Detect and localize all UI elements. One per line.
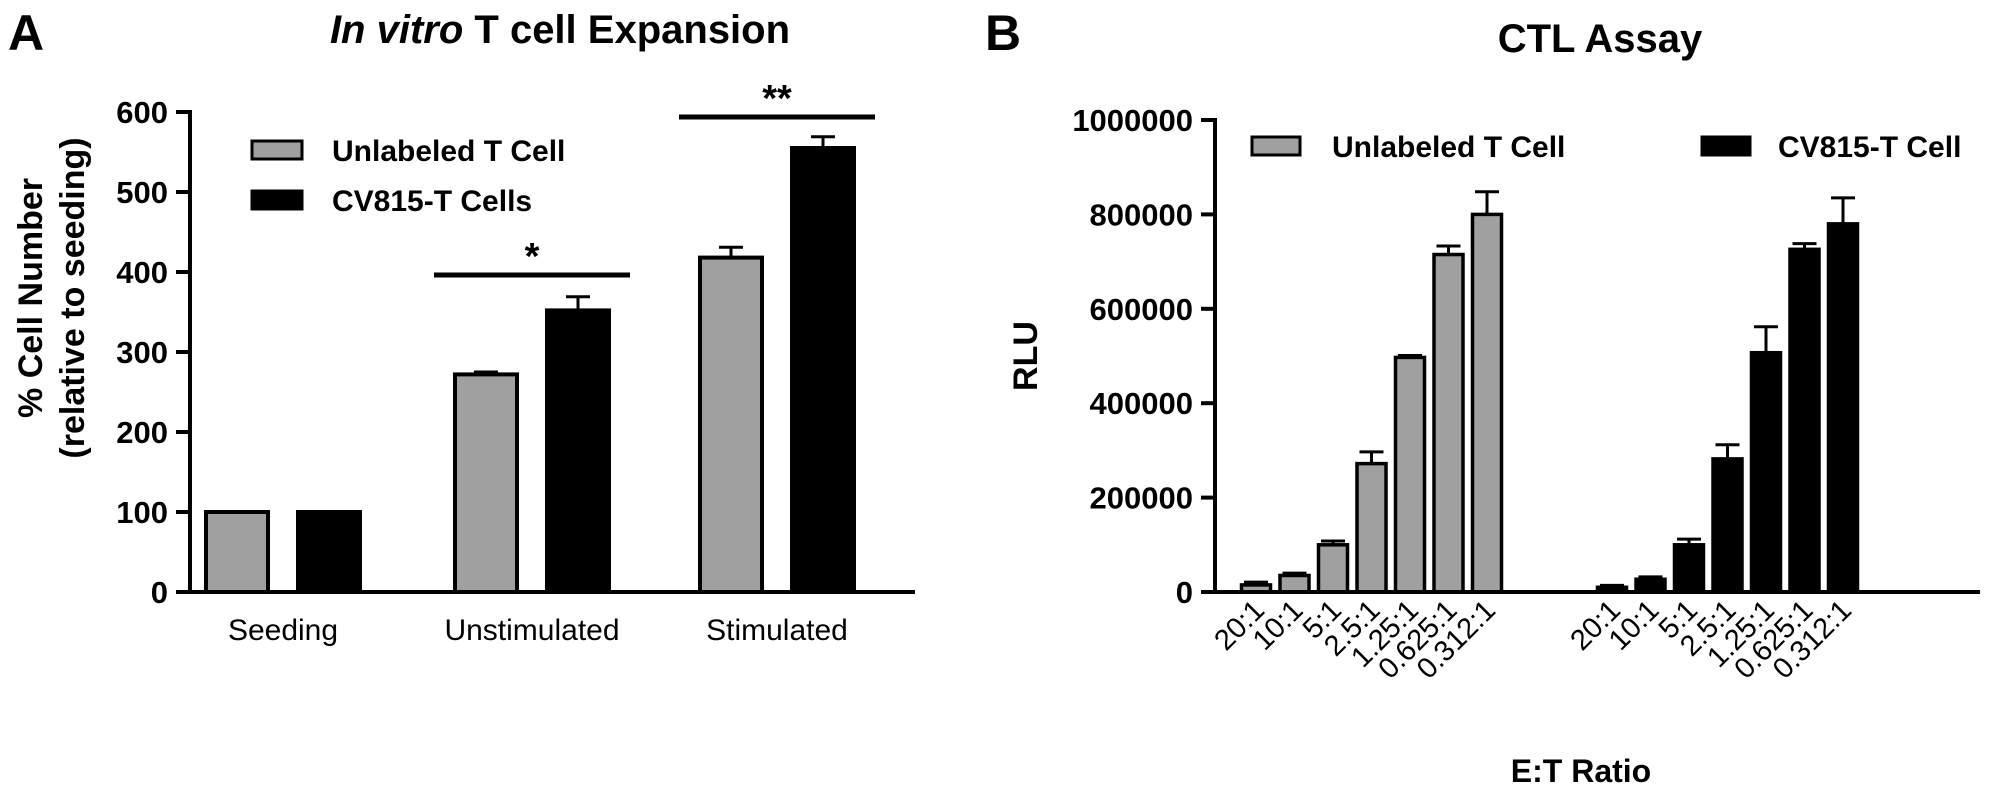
chart-b-xlabel: E:T Ratio — [1511, 753, 1651, 789]
chart-a-ylabel-1: % Cell Number — [12, 178, 50, 418]
chart-b-bar-0-5 — [1432, 252, 1465, 594]
chart-b-legend: Unlabeled T Cell CV815-T Cell — [1250, 131, 1961, 164]
chart-a-ytick-label-1: 100 — [116, 495, 168, 530]
chart-a-bar-1-2 — [790, 146, 856, 594]
chart-b-error-bars — [1244, 190, 1855, 588]
chart-b-ytick-label-2: 400000 — [1090, 386, 1193, 421]
chart-b-bar-0-4 — [1393, 355, 1427, 594]
chart-a-legend: Unlabeled T Cell CV815-T Cells — [250, 135, 565, 218]
chart-a-title-italic: In vitro — [330, 8, 463, 52]
chart-a-bars — [204, 146, 856, 594]
chart-b-xaxis-labels: 20:110:15:12.5:11.25:10.625:10.312:1 20:1… — [1208, 594, 1858, 685]
chart-b-bar-0-6 — [1470, 212, 1504, 594]
chart-a-bar-0-1 — [453, 372, 519, 594]
chart-b-title: CTL Assay — [1498, 17, 1703, 61]
chart-b-bar-1-4 — [1749, 350, 1783, 594]
chart-b-ylabel: RLU — [1007, 321, 1045, 391]
panel-letter-b: B — [985, 5, 1021, 61]
chart-b-bar-1-3 — [1711, 457, 1744, 594]
chart-b-bar-1-2 — [1672, 543, 1706, 594]
chart-a-title: In vitro T cell Expansion — [330, 8, 790, 52]
chart-a-xtick-label-2: Stimulated — [706, 614, 848, 647]
chart-b-bars — [1239, 212, 1860, 594]
chart-b-ytick-label-1: 200000 — [1090, 481, 1193, 516]
chart-a-legend-label-1: CV815-T Cells — [332, 185, 532, 218]
chart-b-legend-swatch-1 — [1700, 135, 1752, 157]
chart-a-error-bars — [474, 135, 835, 375]
chart-a-sig-label-1: ** — [762, 78, 792, 120]
chart-b-legend-label-1: CV815-T Cell — [1778, 131, 1961, 164]
chart-a-bar-0-0 — [204, 510, 270, 594]
chart-a-xtick-label-1: Unstimulated — [444, 614, 619, 647]
chart-b-bar-0-3 — [1355, 461, 1388, 594]
chart-b-ytick-label-4: 800000 — [1090, 197, 1193, 232]
chart-a-xtick-label-0: Seeding — [228, 614, 338, 647]
chart-a: In vitro T cell Expansion % Cell Number … — [12, 8, 915, 647]
chart-b-bar-0-1 — [1278, 573, 1311, 594]
chart-a-sig-label-0: * — [525, 236, 540, 278]
chart-b-legend-swatch-0 — [1250, 135, 1302, 157]
chart-a-bar-1-1 — [545, 308, 611, 594]
chart-b-ytick-label-5: 1000000 — [1072, 103, 1193, 138]
chart-b-legend-label-0: Unlabeled T Cell — [1332, 131, 1565, 164]
chart-a-ytick-label-5: 500 — [116, 175, 168, 210]
chart-a-ytick-label-4: 400 — [116, 255, 168, 290]
chart-b-bar-1-5 — [1788, 247, 1821, 594]
chart-b-bar-0-2 — [1316, 543, 1350, 594]
chart-a-title-rest: T cell Expansion — [463, 8, 790, 52]
chart-a-bar-1-0 — [296, 510, 362, 594]
chart-b-yaxis-ticks: 0 200000 400000 600000 800000 1000000 — [1072, 103, 1215, 610]
chart-b-ytick-label-0: 0 — [1176, 575, 1193, 610]
chart-a-xaxis-labels: Seeding Unstimulated Stimulated — [228, 614, 848, 647]
chart-b-ytick-label-3: 600000 — [1090, 292, 1193, 327]
chart-a-ytick-label-3: 300 — [116, 335, 168, 370]
chart-a-ytick-label-0: 0 — [151, 575, 168, 610]
chart-a-ytick-label-6: 600 — [116, 95, 168, 130]
chart-b: CTL Assay RLU E:T Ratio 0 200000 400000 600… — [1007, 17, 1980, 789]
chart-a-ytick-label-2: 200 — [116, 415, 168, 450]
chart-a-bar-0-2 — [698, 255, 764, 594]
chart-a-legend-swatch-1 — [250, 189, 304, 211]
chart-a-legend-label-0: Unlabeled T Cell — [332, 135, 565, 168]
chart-a-legend-swatch-0 — [250, 139, 304, 161]
chart-a-ylabel-2: (relative to seeding) — [54, 137, 92, 458]
panel-letter-a: A — [8, 5, 44, 61]
chart-b-bar-1-6 — [1826, 222, 1860, 594]
chart-a-yaxis-ticks: 0 100 200 300 400 500 600 — [116, 95, 190, 610]
chart-a-significance: *** — [434, 78, 875, 278]
